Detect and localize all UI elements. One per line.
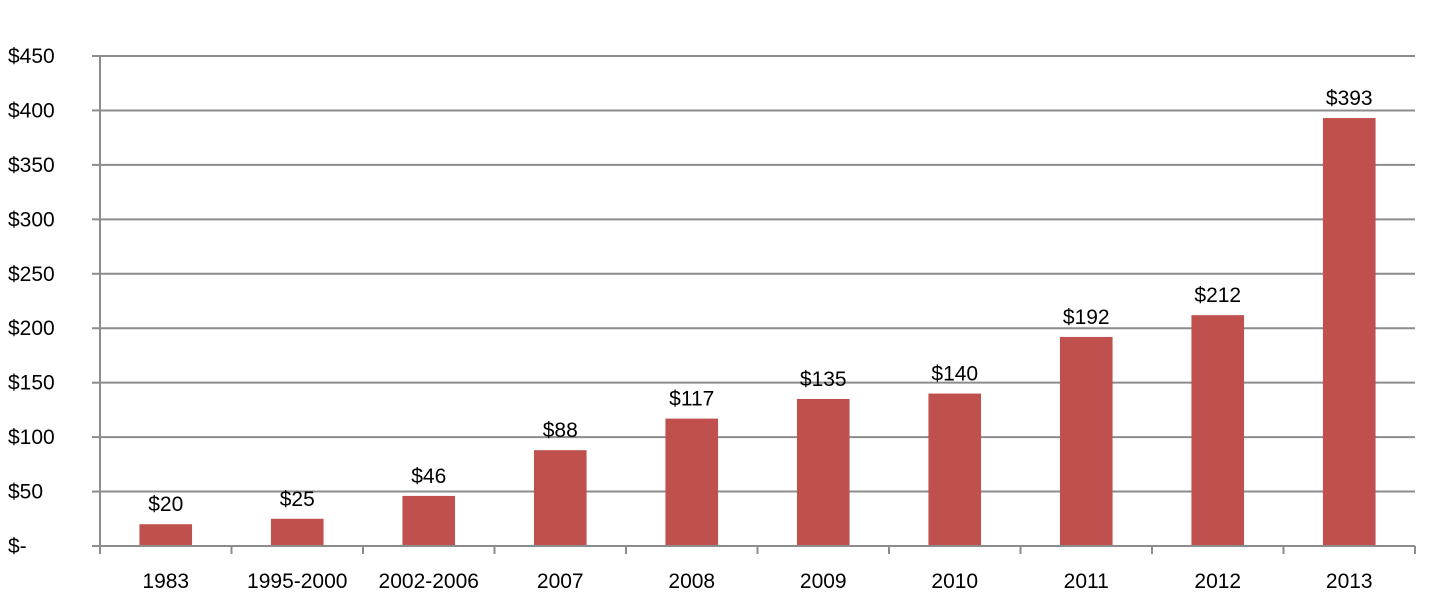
data-label: $192 [1063,306,1110,329]
y-tick-label: $50 [8,481,43,504]
bars [139,118,1376,547]
data-labels: $20 $25 $46 $88 $117 $135 $140 $192 $212 $393 [148,87,1372,516]
x-tick-label: 2008 [668,570,715,593]
x-tick-label: 2007 [537,570,584,593]
bar [402,495,456,546]
x-tick-label: 2010 [931,570,978,593]
x-tick-label: 2011 [1064,570,1109,593]
y-tick-label: $200 [8,317,55,340]
bar [1059,336,1113,546]
y-tick-label: $150 [8,372,55,395]
y-tick-label: $- [8,535,27,558]
gridlines [100,55,1415,493]
bar [533,450,587,546]
bar [665,418,719,546]
x-tick-label: 1995-2000 [247,570,347,593]
y-tick-label: $400 [8,99,55,122]
x-tick-label: 1983 [142,570,189,593]
x-tick-label: 2002-2006 [379,570,479,593]
y-tick-label: $350 [8,154,55,177]
data-label: $393 [1326,87,1373,110]
bar [1322,118,1376,547]
y-tick-label: $450 [8,45,55,68]
bar [796,399,850,546]
bar [928,393,982,546]
axes [92,55,1416,554]
data-label: $20 [148,493,183,516]
x-tick-label: 2012 [1194,570,1241,593]
data-label: $135 [800,368,847,391]
bar [139,524,193,546]
data-label: $46 [411,465,446,488]
data-label: $25 [280,488,315,511]
y-tick-label: $100 [8,426,55,449]
y-tick-label: $300 [8,208,55,231]
y-tick-labels: $- $50 $100 $150 $200 $250 $300 $350 $400 $450 [8,45,55,558]
data-label: $117 [669,388,714,411]
bar [1191,315,1245,546]
data-label: $88 [543,419,578,442]
x-tick-labels: 1983 1995-2000 2002-2006 2007 2008 2009 2010 20… [142,570,1372,593]
x-tick-label: 2009 [800,570,847,593]
data-label: $212 [1194,284,1241,307]
bar [270,518,324,546]
x-tick-label: 2013 [1326,570,1373,593]
y-tick-label: $250 [8,263,55,286]
data-label: $140 [931,363,978,386]
